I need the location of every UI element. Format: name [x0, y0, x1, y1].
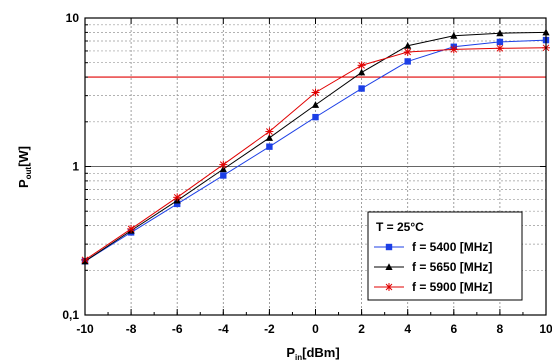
- data-point-star: [219, 160, 228, 169]
- data-point-star: [403, 48, 412, 57]
- star-stroke: [266, 128, 273, 135]
- x-tick-label: 10: [539, 322, 552, 336]
- data-point-star: [265, 127, 274, 136]
- data-point-star: [495, 44, 504, 53]
- legend-items: f = 5400 [MHz] f = 5650 [MHz] f = 5900 [MH…: [374, 240, 492, 294]
- data-point-triangle: [404, 41, 412, 49]
- data-point-star: [449, 45, 458, 54]
- y-tick-label: 10: [66, 11, 80, 25]
- data-point-square: [174, 200, 181, 208]
- y-axis-title: Pout[W]: [16, 146, 33, 188]
- data-point-star: [173, 193, 182, 202]
- star-stroke: [127, 225, 135, 233]
- x-tick-label: -8: [126, 322, 137, 336]
- data-point-triangle: [265, 134, 273, 141]
- legend-item: f = 5400 [MHz]: [374, 240, 492, 254]
- data-point-star: [127, 224, 136, 233]
- star-stroke: [312, 89, 319, 96]
- star-stroke: [496, 44, 504, 52]
- data-point-square: [496, 38, 504, 46]
- star-stroke: [404, 48, 412, 56]
- data-point-triangle: [496, 29, 504, 37]
- x-tick-label: -6: [172, 322, 183, 336]
- legend-header: T = 25°C: [376, 220, 424, 234]
- x-tick-label: 8: [497, 322, 504, 336]
- star-stroke: [385, 283, 393, 291]
- legend-label: f = 5400 [MHz]: [412, 240, 492, 254]
- star-stroke: [219, 161, 227, 168]
- x-tick-label: -4: [218, 322, 229, 336]
- x-tick-label: -2: [264, 322, 275, 336]
- data-point-star: [385, 283, 393, 291]
- x-tick-label: 4: [404, 322, 411, 336]
- star-stroke: [358, 61, 365, 69]
- legend-box: [367, 211, 523, 301]
- data-point-square: [220, 172, 227, 179]
- data-point-star: [311, 88, 320, 97]
- y-tick-label: 1: [72, 160, 79, 174]
- x-tick-label: 2: [358, 322, 365, 336]
- x-tick-label: 6: [450, 322, 457, 336]
- data-point-square: [404, 58, 411, 65]
- data-point-triangle: [219, 165, 227, 173]
- x-axis-title: Pin[dBm]: [286, 345, 339, 362]
- data-point-triangle: [450, 31, 458, 39]
- axis-ticks: -10 -8 -6 -4 -2 0 2 4 6 8 10 0,1 1 10: [62, 11, 552, 336]
- x-tick-label: -10: [76, 322, 94, 336]
- data-point-square: [358, 85, 365, 92]
- data-point-star: [357, 61, 366, 70]
- legend-item: f = 5650 [MHz]: [374, 260, 492, 274]
- data-point-triangle: [385, 263, 393, 270]
- legend-label: f = 5900 [MHz]: [412, 280, 492, 294]
- x-tick-label: 0: [312, 322, 319, 336]
- star-stroke: [450, 45, 458, 53]
- data-point-square: [312, 113, 319, 121]
- data-point-square: [385, 243, 393, 251]
- legend: T = 25°C f = 5400 [MHz]f = 5650 [MHz]f =…: [367, 211, 523, 301]
- data-point-triangle: [358, 68, 366, 76]
- star-stroke: [173, 193, 181, 201]
- legend-item: f = 5900 [MHz]: [374, 280, 492, 294]
- data-point-triangle: [311, 101, 320, 108]
- y-tick-label: 0,1: [62, 308, 79, 322]
- legend-label: f = 5650 [MHz]: [412, 260, 492, 274]
- data-point-square: [266, 143, 273, 150]
